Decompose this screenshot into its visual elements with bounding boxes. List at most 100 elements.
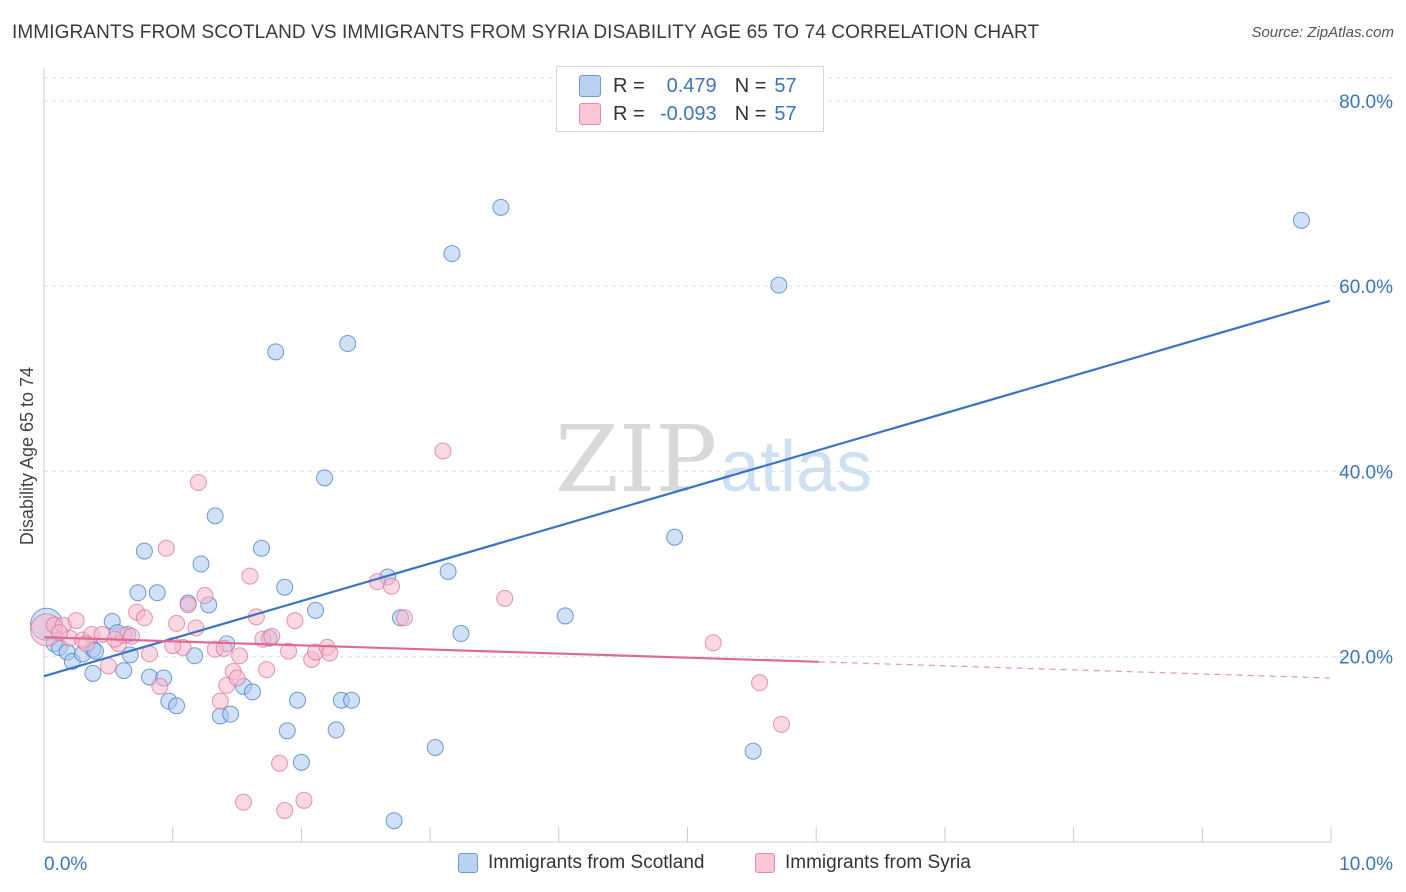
scotland-point [168, 697, 186, 715]
syria-point [395, 609, 413, 627]
scotland-point [148, 584, 166, 602]
syria-point [286, 612, 304, 630]
syria-trend-line-extension [818, 661, 1330, 679]
legend-row-scotland: R = 0.479 N = 57 [579, 73, 797, 99]
scotland-legend-swatch [458, 853, 478, 873]
n-label: N = [734, 102, 767, 125]
scotland-trend-line [43, 299, 1331, 678]
trend-lines [43, 299, 1331, 679]
syria-trend-line [43, 636, 819, 663]
y-tick-label: 40.0% [1339, 462, 1393, 483]
scotland-point [1292, 211, 1310, 229]
x-tick-label: 0.0% [44, 854, 87, 875]
syria-point [99, 657, 117, 675]
scotland-point [192, 555, 210, 573]
scotland-point [426, 738, 444, 756]
scotland-point [206, 507, 224, 525]
legend-row-syria: R = -0.093 N = 57 [579, 101, 797, 127]
scotland-point [186, 647, 204, 665]
syria-r-value: -0.093 [659, 102, 717, 125]
scotland-point [243, 683, 261, 701]
chart-title: IMMIGRANTS FROM SCOTLAND VS IMMIGRANTS F… [12, 22, 1040, 43]
syria-point [496, 589, 514, 607]
scotland-point [135, 542, 153, 560]
n-label: N = [734, 74, 767, 97]
syria-point [263, 627, 281, 645]
scotland-point [84, 664, 102, 682]
syria-point [258, 661, 276, 679]
tick-labels: 20.0% 40.0% 60.0% 80.0% 0.0% 10.0% [44, 92, 1393, 875]
scotland-point [439, 562, 457, 580]
syria-point [704, 634, 722, 652]
scotland-point [666, 528, 684, 546]
syria-n-value: 57 [774, 102, 797, 125]
scotland-point [115, 662, 133, 680]
data-points [30, 198, 1310, 830]
syria-point [280, 642, 298, 660]
scotland-points [30, 198, 1310, 830]
scotland-point [276, 578, 294, 596]
syria-point [751, 674, 769, 692]
scotland-point [343, 691, 361, 709]
syria-point [151, 677, 169, 695]
syria-legend-label: Immigrants from Syria [785, 852, 971, 873]
scotland-point [253, 539, 271, 557]
scotland-point [292, 753, 310, 771]
syria-point [141, 645, 159, 663]
watermark: ZIP atlas [555, 406, 872, 513]
syria-point [215, 639, 233, 657]
scotland-point [327, 721, 345, 739]
axes [43, 68, 1332, 843]
syria-point [135, 609, 153, 627]
scotland-n-value: 57 [774, 74, 797, 97]
syria-point [241, 567, 259, 585]
x-tick-label: 10.0% [1339, 854, 1393, 875]
source-label: Source: ZipAtlas.com [1251, 24, 1394, 41]
scotland-swatch [579, 75, 601, 97]
syria-point [321, 644, 339, 662]
scotland-point [316, 469, 334, 487]
syria-point [157, 539, 175, 557]
scotland-point [289, 691, 307, 709]
syria-point [228, 669, 246, 687]
syria-point [231, 647, 249, 665]
watermark-zip: ZIP [555, 406, 717, 513]
watermark-atlas: atlas [720, 427, 872, 507]
correlation-legend: R = 0.479 N = 57 R = -0.093 N = 57 [556, 66, 824, 132]
scotland-point [492, 198, 510, 216]
scotland-point [452, 625, 470, 643]
syria-legend-swatch [755, 853, 775, 873]
syria-point [211, 692, 229, 710]
syria-point [271, 754, 289, 772]
y-tick-label: 60.0% [1339, 277, 1393, 298]
scotland-point [744, 742, 762, 760]
syria-point [168, 614, 186, 632]
y-axis-label: Disability Age 65 to 74 [17, 367, 37, 545]
scotland-point [222, 705, 240, 723]
scotland-point [385, 812, 403, 830]
scotland-point [267, 343, 285, 361]
y-tick-label: 80.0% [1339, 92, 1393, 113]
legend-item-scotland: Immigrants from Scotland [458, 852, 704, 874]
scotland-point [770, 276, 788, 294]
syria-point [434, 442, 452, 460]
scotland-legend-label: Immigrants from Scotland [488, 852, 705, 873]
y-tick-label: 20.0% [1339, 648, 1393, 669]
scotland-point [307, 601, 325, 619]
syria-point [382, 577, 400, 595]
syria-point [234, 793, 252, 811]
scotland-point [339, 335, 357, 353]
syria-point [276, 801, 294, 819]
syria-point [196, 587, 214, 605]
syria-point [123, 627, 141, 645]
legend-item-syria: Immigrants from Syria [755, 852, 971, 874]
scotland-point [129, 584, 147, 602]
scotland-r-value: 0.479 [666, 74, 717, 97]
syria-point [67, 612, 85, 630]
syria-point [179, 596, 197, 614]
scotland-point [278, 722, 296, 740]
syria-point [772, 715, 790, 733]
scotland-point [443, 245, 461, 263]
syria-point [189, 474, 207, 492]
